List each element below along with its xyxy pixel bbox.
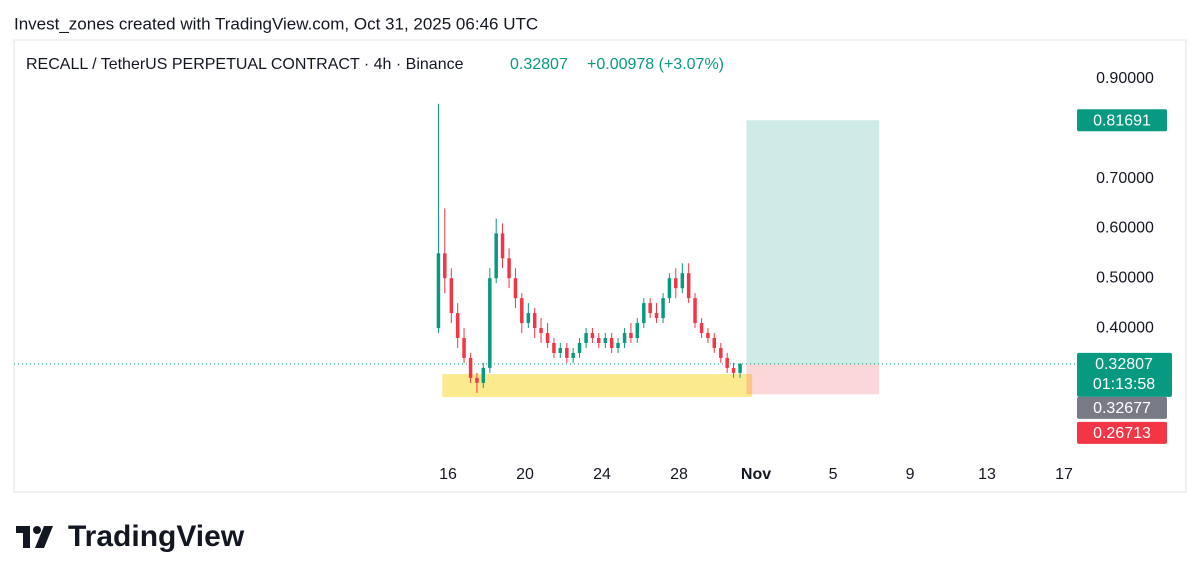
candle-body xyxy=(661,298,665,319)
candle-body xyxy=(436,253,441,329)
last-price-box xyxy=(1077,352,1172,397)
candle-body xyxy=(494,233,498,279)
candle-body xyxy=(731,367,736,373)
candle-body xyxy=(616,342,620,348)
candle-body xyxy=(443,253,447,279)
y-tick-label: 0.50000 xyxy=(1096,269,1154,286)
x-tick-label: 13 xyxy=(978,466,996,483)
y-tick-label: 0.70000 xyxy=(1096,170,1154,187)
candle-body xyxy=(558,347,563,353)
mark-price-box xyxy=(1077,396,1167,419)
x-tick-label: 5 xyxy=(829,466,838,483)
candle-body xyxy=(712,338,717,348)
candle-body xyxy=(738,363,742,373)
candle-body xyxy=(552,342,556,353)
candle-body xyxy=(539,328,543,334)
last-price-header: 0.32807 xyxy=(510,56,568,73)
candle-body xyxy=(545,333,550,343)
symbol: RECALL / TetherUS PERPETUAL CONTRACT · 4… xyxy=(26,56,464,73)
candle-body xyxy=(462,338,466,358)
x-tick-label: 9 xyxy=(906,466,915,483)
countdown-label: 01:13:58 xyxy=(1093,376,1155,393)
candle-body xyxy=(488,278,492,368)
candle-body xyxy=(706,333,710,339)
support-zone xyxy=(442,374,753,398)
target-label-box xyxy=(1077,109,1167,132)
candle-body xyxy=(693,298,697,324)
x-tick-label: Nov xyxy=(741,466,771,483)
candle-body xyxy=(500,233,505,259)
x-tick-label: 24 xyxy=(593,466,611,483)
candle-body xyxy=(642,303,646,324)
candle-body xyxy=(725,357,729,368)
logo-text: TradingView xyxy=(68,520,245,553)
candle-body xyxy=(513,278,518,299)
candle-body xyxy=(455,313,460,339)
attribution: Invest_zones created with TradingView.co… xyxy=(14,14,538,33)
logo-icon xyxy=(16,526,53,548)
candle-body xyxy=(584,333,588,343)
x-tick-label: 20 xyxy=(516,466,534,483)
candle-body xyxy=(481,367,486,383)
change: +0.00978 (+3.07%) xyxy=(587,56,724,73)
y-tick-label: 0.40000 xyxy=(1096,319,1154,336)
candle-body xyxy=(597,338,601,343)
candle-body xyxy=(507,258,511,279)
candle-body xyxy=(719,347,723,358)
candle-body xyxy=(565,347,569,358)
candle-body xyxy=(648,303,652,314)
candle-body xyxy=(622,333,627,343)
pane-border xyxy=(13,39,1187,493)
x-tick-label: 28 xyxy=(670,466,688,483)
x-tick-label: 17 xyxy=(1055,466,1073,483)
candle-body xyxy=(468,357,473,378)
target-zone xyxy=(746,120,880,364)
candle-body xyxy=(532,313,537,329)
candle-body xyxy=(526,313,531,324)
candle-body xyxy=(635,323,640,339)
candle-body xyxy=(603,338,608,343)
last-price-label: 0.32807 xyxy=(1095,356,1153,373)
candle-body xyxy=(629,333,633,339)
target-label: 0.81691 xyxy=(1093,112,1151,129)
candle-body xyxy=(475,377,479,383)
candle-body xyxy=(590,333,595,339)
candle-body xyxy=(571,352,575,358)
candle-body xyxy=(654,313,659,319)
stop-label-box xyxy=(1077,421,1167,444)
x-tick-label: 16 xyxy=(439,466,457,483)
stop-zone xyxy=(746,363,880,395)
y-tick-label: 0.60000 xyxy=(1096,220,1154,237)
y-tick-label: 0.90000 xyxy=(1096,70,1154,87)
candle-body xyxy=(449,278,454,314)
candle-body xyxy=(699,323,704,334)
candle-body xyxy=(667,278,672,299)
candle-body xyxy=(609,338,614,348)
candle-body xyxy=(674,278,678,289)
candle-body xyxy=(577,342,582,353)
stop-label: 0.26713 xyxy=(1093,425,1151,442)
mark-price-label: 0.32677 xyxy=(1093,400,1151,417)
candle-body xyxy=(686,273,691,299)
candle-body xyxy=(680,273,685,289)
candle-body xyxy=(520,298,524,324)
